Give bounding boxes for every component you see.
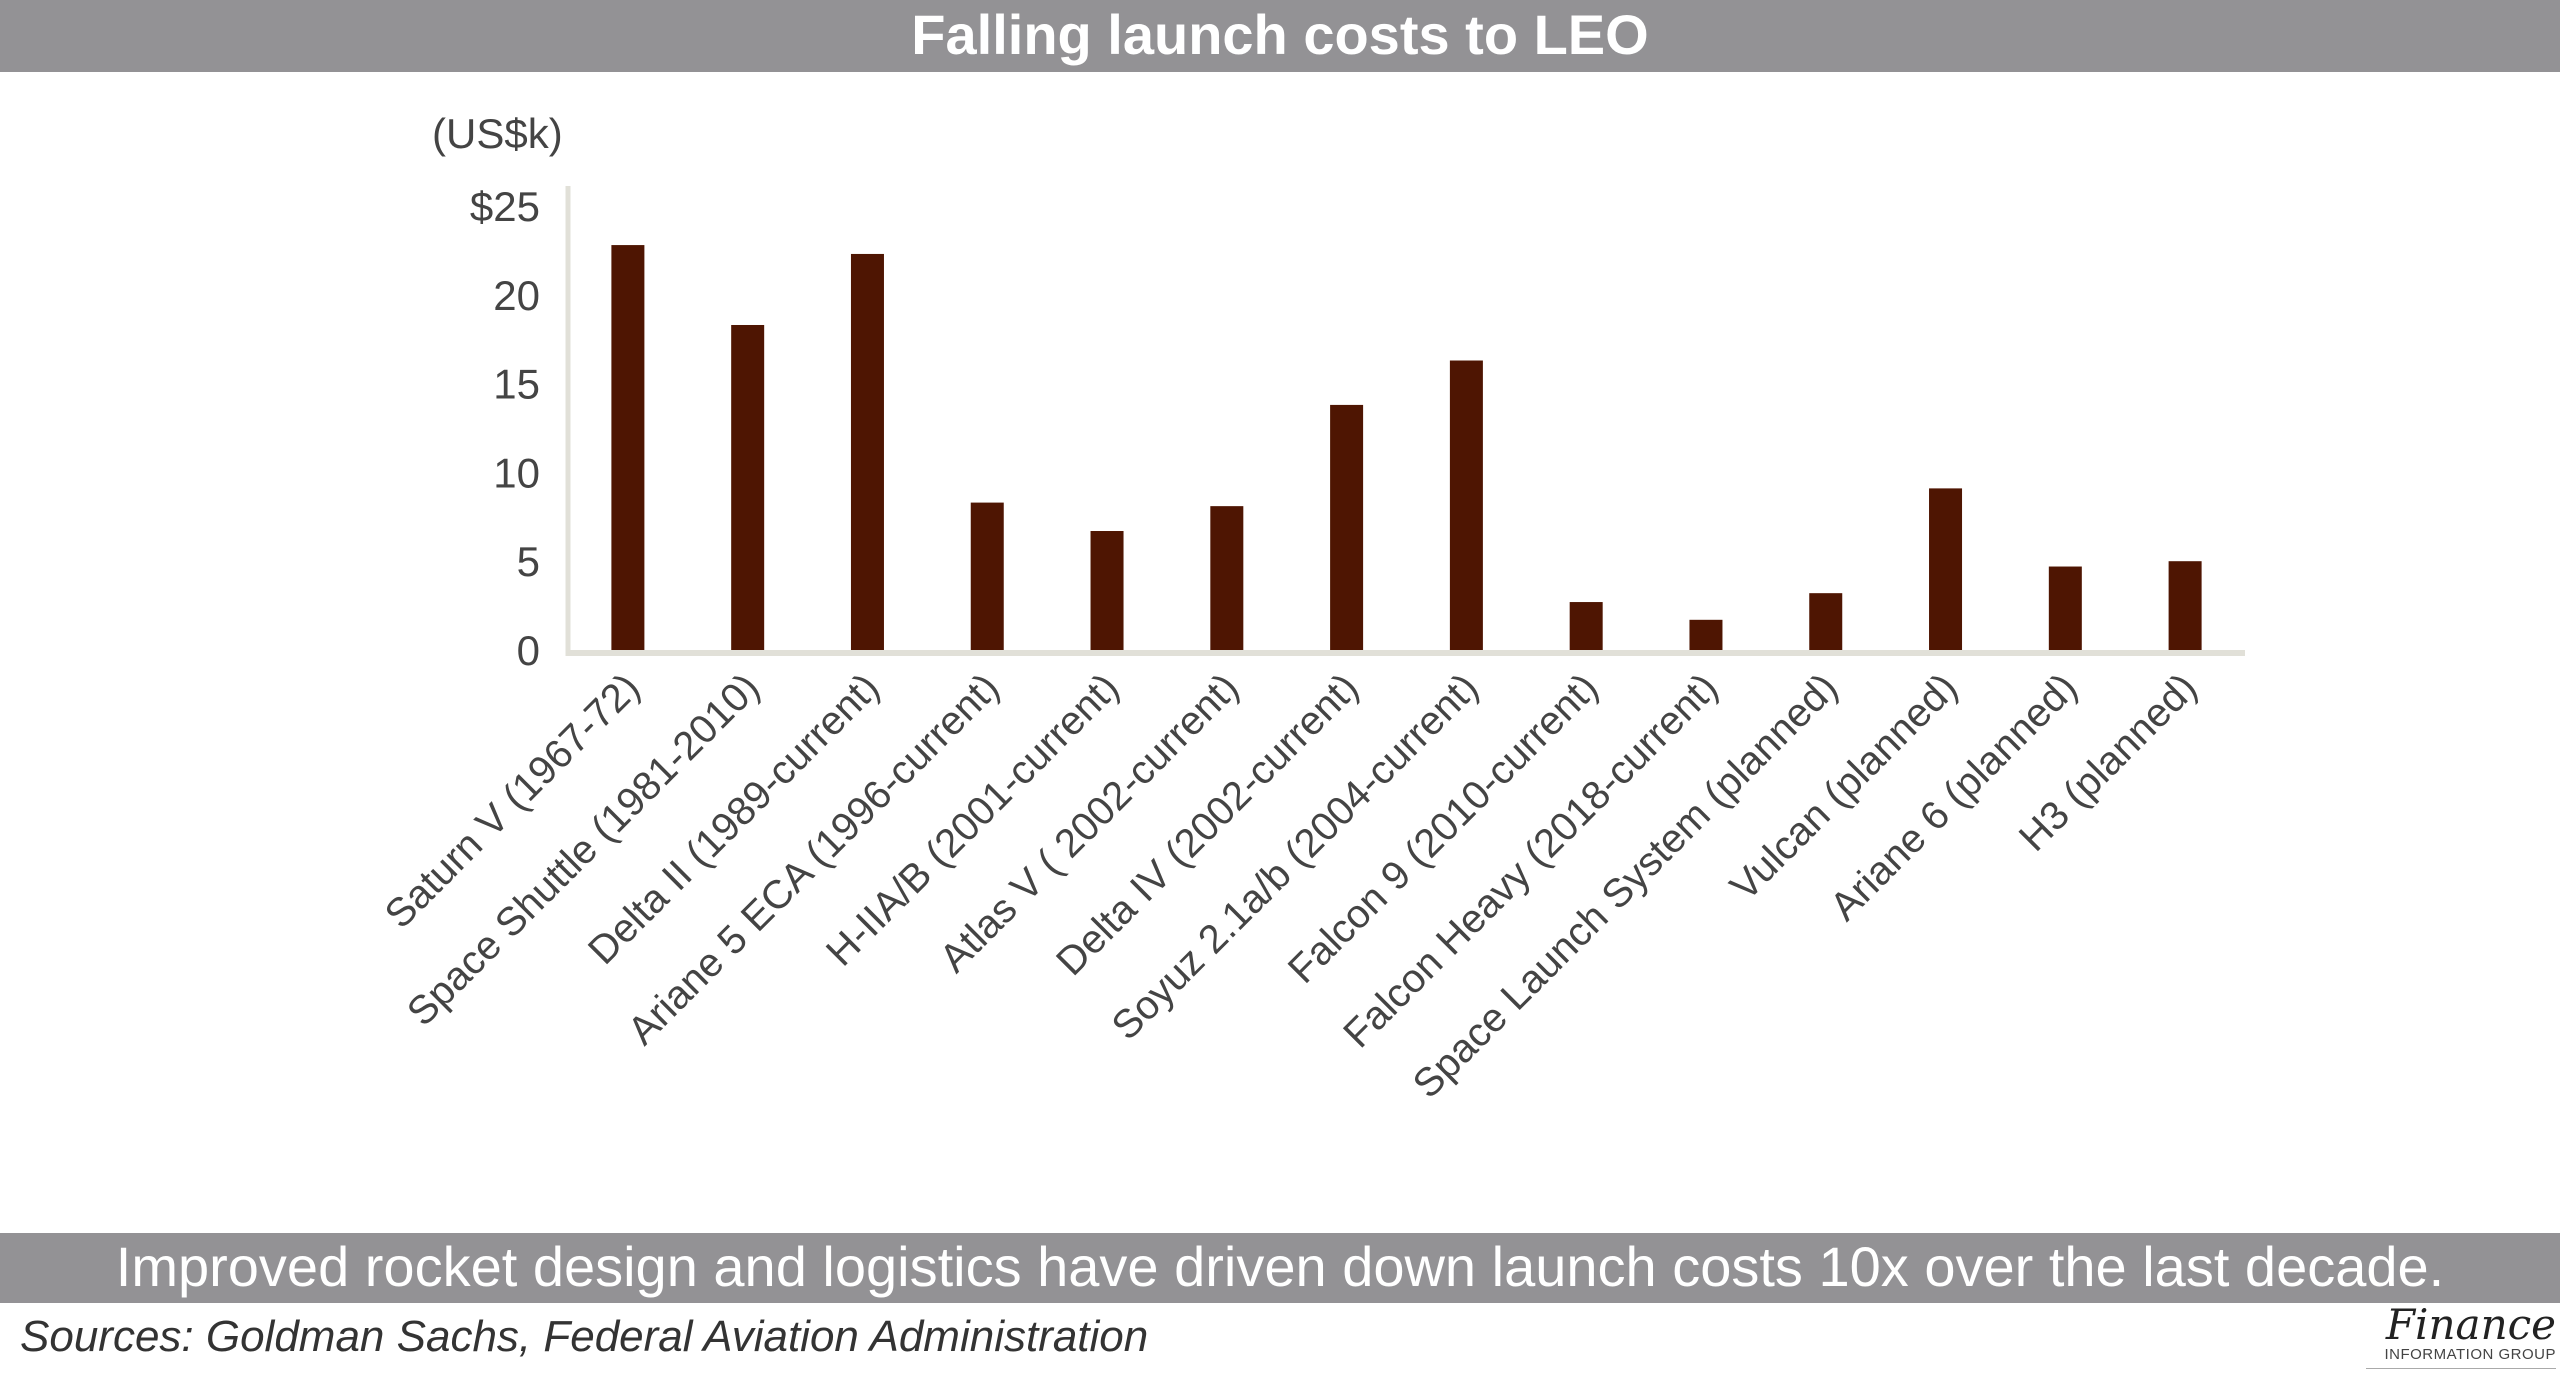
bar bbox=[970, 502, 1004, 650]
y-tick-label: 10 bbox=[493, 449, 540, 496]
logo-word: Finance bbox=[2385, 1300, 2556, 1349]
bar bbox=[1330, 404, 1364, 650]
bar bbox=[850, 253, 884, 650]
chart-title: Falling launch costs to LEO bbox=[0, 0, 2560, 72]
finance-information-group-logo: Finance INFORMATION GROUP bbox=[2366, 1300, 2556, 1369]
y-tick-label: 5 bbox=[517, 538, 540, 585]
y-tick-label: 0 bbox=[517, 627, 540, 674]
bar bbox=[2168, 561, 2202, 650]
bar bbox=[1090, 531, 1124, 650]
bar bbox=[1809, 593, 1843, 650]
y-tick-label: 15 bbox=[493, 361, 540, 408]
y-tick-label: $25 bbox=[470, 183, 540, 230]
bar bbox=[1569, 602, 1603, 650]
footer-banner: Improved rocket design and logistics hav… bbox=[0, 1233, 2560, 1303]
y-tick-label: 20 bbox=[493, 272, 540, 319]
bar bbox=[2048, 566, 2082, 650]
bar bbox=[611, 245, 645, 650]
bar bbox=[1210, 506, 1244, 650]
x-tick-label: Space Launch System (planned) bbox=[1405, 665, 1846, 1106]
bar bbox=[731, 324, 765, 650]
y-axis-label: (US$k) bbox=[432, 110, 563, 157]
bar bbox=[1689, 619, 1723, 650]
x-tick-label: Vulcan (planned) bbox=[1722, 665, 1966, 909]
logo-subtitle: INFORMATION GROUP bbox=[2384, 1346, 2556, 1363]
sources-note: Sources: Goldman Sachs, Federal Aviation… bbox=[20, 1312, 1149, 1361]
bar bbox=[1449, 360, 1483, 650]
bar bbox=[1929, 488, 1963, 650]
